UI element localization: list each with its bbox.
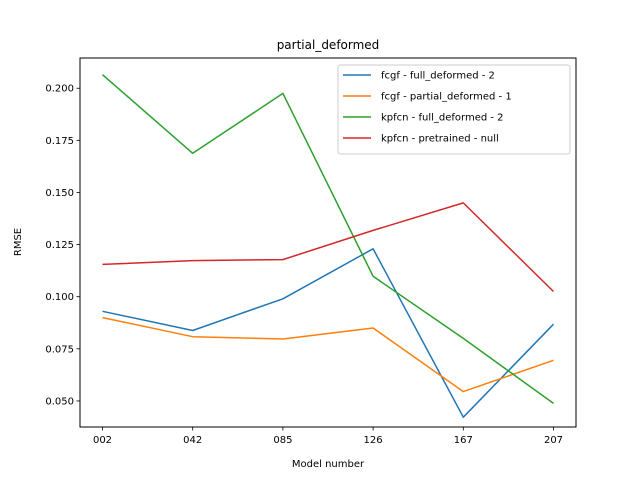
x-axis: 002 042 085 126 167 207 [93, 427, 563, 446]
chart-title: partial_deformed [277, 38, 380, 52]
plot-area [102, 74, 555, 418]
legend-label: fcgf - full_deformed - 2 [381, 71, 495, 82]
legend-label: kpfcn - full_deformed - 2 [381, 113, 504, 124]
x-axis-label: Model number [292, 459, 365, 470]
x-tick-label: 042 [183, 435, 202, 446]
y-axis-label: RMSE [13, 228, 24, 256]
plot-frame [79, 57, 577, 428]
y-tick-label: 0.175 [45, 136, 74, 147]
series-line-1 [102, 248, 555, 418]
x-tick-label: 085 [273, 435, 292, 446]
y-tick-label: 0.075 [45, 344, 74, 355]
x-tick-label: 126 [364, 435, 383, 446]
y-tick-label: 0.100 [45, 292, 74, 303]
series-line-4 [102, 202, 555, 293]
legend-label: kpfcn - pretrained - null [381, 134, 499, 145]
x-tick-label: 002 [93, 435, 112, 446]
legend: fcgf - full_deformed - 2 fcgf - partial_d… [337, 64, 571, 155]
y-axis: 0.050 0.075 0.100 0.125 0.150 0.175 0.200 [45, 84, 80, 407]
y-tick-label: 0.125 [45, 240, 74, 251]
legend-box [337, 64, 571, 155]
x-tick-label: 207 [544, 435, 563, 446]
y-tick-label: 0.050 [45, 396, 74, 407]
y-tick-label: 0.200 [45, 84, 74, 95]
y-tick-label: 0.150 [45, 188, 74, 199]
x-tick-label: 167 [454, 435, 473, 446]
series-line-3 [102, 74, 554, 405]
series-line-2 [102, 316, 554, 393]
legend-label: fcgf - partial_deformed - 1 [381, 92, 512, 103]
